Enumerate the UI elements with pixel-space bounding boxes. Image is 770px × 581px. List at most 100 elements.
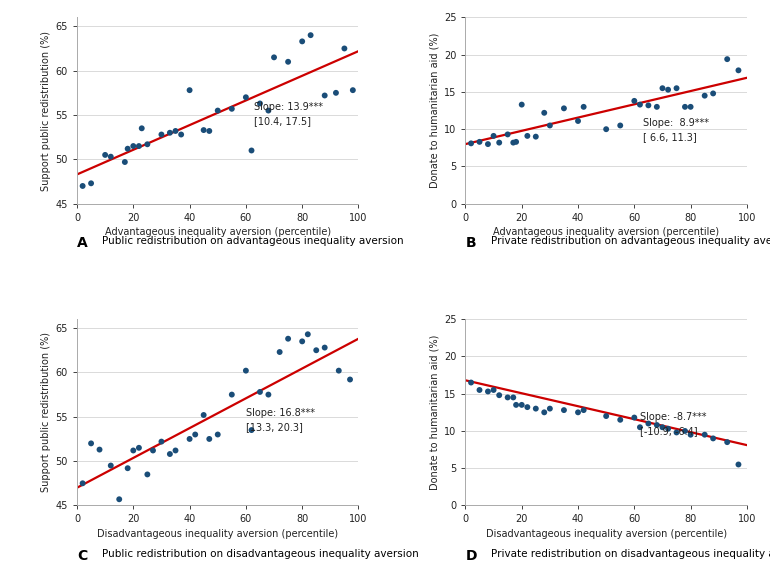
Point [105,461,117,470]
Point [679,102,691,112]
Point [212,106,224,115]
Point [474,137,486,146]
Point [707,434,719,443]
Point [212,430,224,439]
Text: Private redistribution on disadvantageous inequality aversion: Private redistribution on disadvantageou… [490,549,770,559]
Point [203,434,216,443]
Point [85,439,97,448]
Point [465,139,477,148]
Point [127,141,139,150]
Point [141,139,153,149]
Point [662,85,675,94]
Point [282,334,294,343]
Point [487,131,500,141]
Point [507,138,520,147]
Text: Public redistribution on disadvantageous inequality aversion: Public redistribution on disadvantageous… [102,549,419,559]
Point [310,346,323,355]
Point [333,366,345,375]
Point [493,138,505,147]
Point [510,400,522,410]
Point [707,89,719,98]
Point [119,157,131,167]
Point [671,428,683,437]
Point [189,430,202,439]
Point [226,390,238,399]
Point [698,91,711,101]
Point [169,126,182,135]
Point [268,53,280,62]
Point [169,446,182,455]
Point [628,413,641,422]
Point [254,99,266,108]
Point [557,103,570,113]
Point [76,181,89,191]
Point [346,85,359,95]
X-axis label: Disadvantageous inequality aversion (percentile): Disadvantageous inequality aversion (per… [486,529,727,539]
Point [651,420,663,429]
Point [127,446,139,455]
Point [656,422,668,432]
Text: Slope: 16.8***
[13.3, 20.3]: Slope: 16.8*** [13.3, 20.3] [246,408,315,432]
Point [600,124,612,134]
Point [93,445,105,454]
Point [197,125,209,135]
Point [164,449,176,458]
Point [510,137,522,146]
Point [679,426,691,436]
Point [302,329,314,339]
Point [226,104,238,113]
Y-axis label: Donate to humanitarian aid (%): Donate to humanitarian aid (%) [430,33,440,188]
Text: A: A [77,236,88,250]
Point [296,37,308,46]
Point [578,406,590,415]
Point [203,126,216,135]
Point [263,106,275,115]
Text: Public redistribution on advantageous inequality aversion: Public redistribution on advantageous in… [102,236,404,246]
Point [99,150,112,160]
Point [530,132,542,141]
Point [721,437,733,447]
Point [516,400,528,410]
Point [175,130,187,139]
Point [156,130,168,139]
Point [516,100,528,109]
Point [671,84,683,93]
Point [642,101,654,110]
Text: Slope:  8.9***
[ 6.6, 11.3]: Slope: 8.9*** [ 6.6, 11.3] [643,118,708,142]
Point [487,385,500,394]
Text: D: D [465,549,477,563]
Y-axis label: Donate to humanitarian aid (%): Donate to humanitarian aid (%) [430,335,440,490]
Point [482,139,494,149]
Point [282,57,294,66]
Point [296,337,308,346]
Point [246,425,258,435]
Point [507,393,520,402]
Point [614,415,627,425]
Point [304,31,316,40]
Point [197,410,209,419]
Point [544,121,556,130]
Point [501,393,514,402]
Point [105,152,117,162]
Point [344,375,357,384]
Point [183,434,196,443]
Point [656,84,668,93]
Point [634,100,646,109]
X-axis label: Advantageous inequality aversion (percentile): Advantageous inequality aversion (percen… [105,227,331,237]
Point [319,91,331,100]
Point [239,366,252,375]
Point [732,66,745,75]
Point [721,55,733,64]
Point [254,388,266,397]
Text: Slope: -8.7***
[-10.9, -6.4]: Slope: -8.7*** [-10.9, -6.4] [640,413,706,436]
Y-axis label: Support public redistribution (%): Support public redistribution (%) [42,31,52,191]
Point [85,178,97,188]
Point [651,102,663,112]
Point [521,131,534,141]
Point [164,128,176,137]
Point [685,430,697,439]
Point [132,443,145,453]
X-axis label: Disadvantageous inequality aversion (percentile): Disadvantageous inequality aversion (per… [97,529,338,539]
Point [263,390,275,399]
Point [330,88,342,98]
